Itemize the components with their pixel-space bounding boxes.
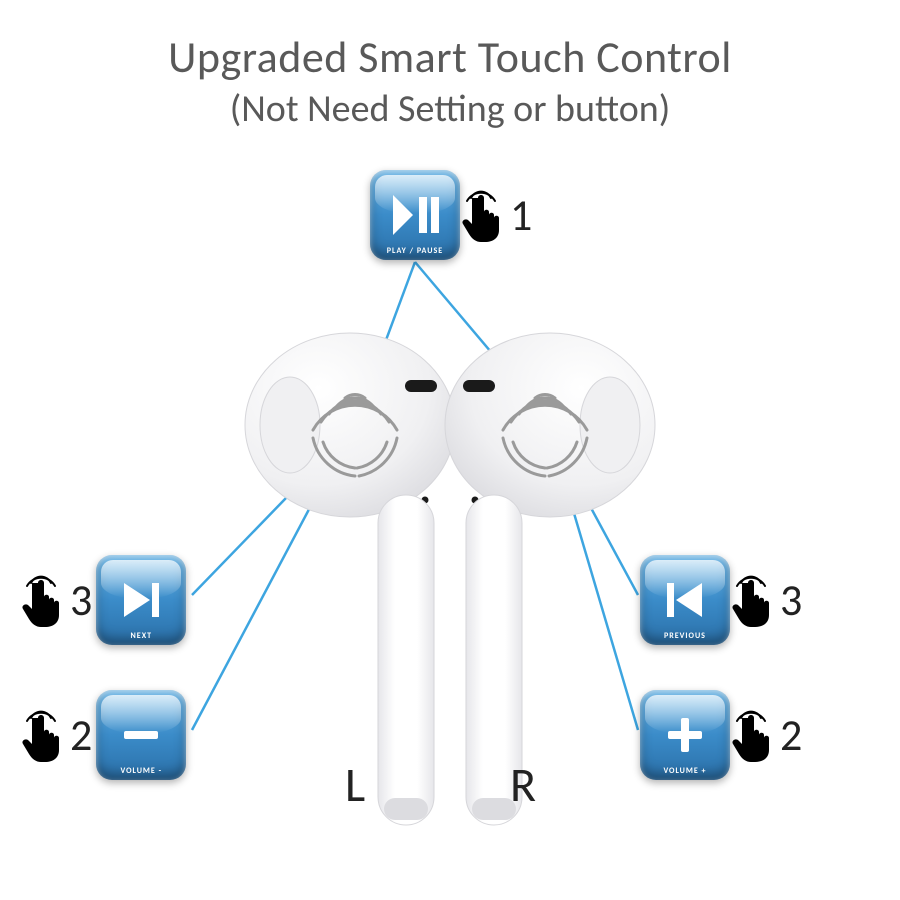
previous-track-icon: PREVIOUS: [640, 555, 730, 645]
fingerprint-right: [503, 394, 587, 476]
tap-hand-icon: [730, 706, 776, 764]
earbud-left-label: L: [345, 755, 365, 814]
tap-indicator-2l: 2: [20, 706, 96, 764]
tap-indicator-3l: 3: [20, 571, 96, 629]
control-next: 3 NEXT: [20, 555, 186, 645]
voldown-label: VOLUME -: [96, 766, 186, 776]
tap-indicator-2r: 2: [730, 706, 806, 764]
volume-up-icon: VOLUME +: [640, 690, 730, 780]
earbud-right: [445, 333, 655, 825]
next-label: NEXT: [96, 631, 186, 641]
tap-count-volup: 2: [780, 708, 802, 762]
title-block: Upgraded Smart Touch Control (Not Need S…: [0, 0, 900, 132]
tap-count-prev: 3: [780, 573, 802, 627]
play-pause-label: PLAY / PAUSE: [370, 246, 460, 256]
play-pause-icon: PLAY / PAUSE: [370, 170, 460, 260]
tap-count-play: 1: [510, 188, 532, 242]
control-previous: PREVIOUS 3: [640, 555, 806, 645]
next-track-icon: NEXT: [96, 555, 186, 645]
control-vol-down: 2 VOLUME -: [20, 690, 186, 780]
prev-label: PREVIOUS: [640, 631, 730, 641]
tap-indicator-1: 1: [460, 186, 536, 244]
volup-label: VOLUME +: [640, 766, 730, 776]
tap-hand-icon: [20, 706, 66, 764]
earbud-right-label: R: [510, 755, 536, 814]
title-line-2: (Not Need Setting or button): [0, 86, 900, 132]
tap-hand-icon: [730, 571, 776, 629]
tap-indicator-3r: 3: [730, 571, 806, 629]
earbud-left: [245, 333, 455, 825]
control-vol-up: VOLUME + 2: [640, 690, 806, 780]
volume-down-icon: VOLUME -: [96, 690, 186, 780]
title-line-1: Upgraded Smart Touch Control: [0, 30, 900, 84]
tap-count-voldown: 2: [70, 708, 92, 762]
connector-lines: [192, 262, 638, 730]
fingerprint-left: [313, 394, 397, 476]
control-play-pause: PLAY / PAUSE 1: [370, 170, 536, 260]
tap-count-next: 3: [70, 573, 92, 627]
tap-hand-icon: [460, 186, 506, 244]
tap-hand-icon: [20, 571, 66, 629]
